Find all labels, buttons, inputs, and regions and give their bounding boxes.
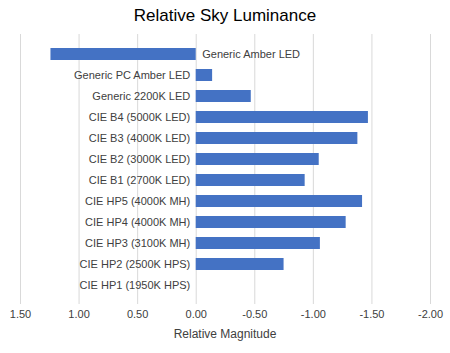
svg-text:0.00: 0.00 <box>186 308 207 320</box>
html-text:Relative Magnitude: Relative Magnitude <box>173 327 277 341</box>
html-text:Relative Sky Luminance: Relative Sky Luminance <box>133 6 317 25</box>
svg-text:1.50: 1.50 <box>10 308 31 320</box>
svg-text:-0.50: -0.50 <box>242 308 267 320</box>
svg-text:Generic Amber LED: Generic Amber LED <box>202 48 300 60</box>
svg-text:Generic PC Amber LED: Generic PC Amber LED <box>74 69 190 81</box>
svg-text:0.50: 0.50 <box>127 308 148 320</box>
svg-text:CIE HP4 (4000K MH): CIE HP4 (4000K MH) <box>85 216 190 228</box>
svg-text:-1.00: -1.00 <box>301 308 326 320</box>
svg-text:CIE B2 (3000K LED): CIE B2 (3000K LED) <box>89 153 191 165</box>
svg-text:CIE B1 (2700K LED): CIE B1 (2700K LED) <box>89 174 191 186</box>
svg-text:CIE HP5 (4000K MH): CIE HP5 (4000K MH) <box>85 195 190 207</box>
svg-text:CIE B4 (5000K LED): CIE B4 (5000K LED) <box>89 111 191 123</box>
svg-text:CIE HP3 (3100K MH): CIE HP3 (3100K MH) <box>85 237 190 249</box>
svg-text:-1.50: -1.50 <box>359 308 384 320</box>
svg-text:CIE HP1 (1950K HPS): CIE HP1 (1950K HPS) <box>80 279 191 291</box>
svg-text:1.00: 1.00 <box>68 308 89 320</box>
svg-text:CIE B3 (4000K LED): CIE B3 (4000K LED) <box>89 132 191 144</box>
svg-text:-2.00: -2.00 <box>418 308 443 320</box>
svg-text:Generic 2200K LED: Generic 2200K LED <box>92 90 190 102</box>
svg-text:CIE HP2 (2500K HPS): CIE HP2 (2500K HPS) <box>80 258 191 270</box>
